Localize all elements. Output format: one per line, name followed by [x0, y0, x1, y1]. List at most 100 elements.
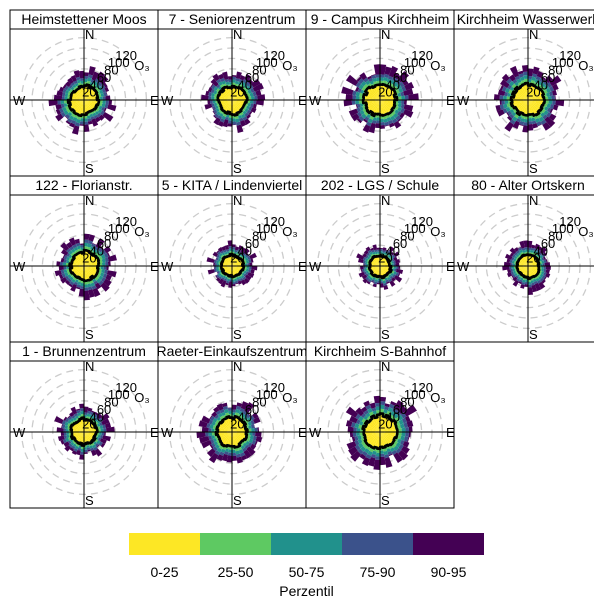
- percentile-sector: [545, 259, 548, 263]
- percentile-sector: [245, 440, 250, 446]
- percentile-sector: [70, 119, 77, 125]
- ring-label: 120: [115, 380, 137, 395]
- percentile-sector: [365, 246, 371, 252]
- percentile-sector: [66, 434, 70, 439]
- percentile-sector: [365, 432, 380, 440]
- ring-label: 80: [400, 229, 414, 244]
- direction-label: N: [529, 27, 538, 42]
- percentile-sector: [531, 282, 535, 286]
- percentile-sector: [236, 251, 240, 255]
- percentile-sector: [241, 81, 246, 87]
- percentile-sector: [372, 251, 376, 255]
- percentile-sector: [68, 237, 77, 246]
- percentile-sector: [254, 440, 258, 446]
- panel: 80 - Alter Ortskern20406080100120O₃NESW: [453, 175, 594, 343]
- percentile-sector: [507, 115, 513, 121]
- percentile-sector: [244, 402, 255, 414]
- percentile-sector: [217, 258, 221, 262]
- percentile-sector: [216, 254, 220, 259]
- percentile-sector: [217, 85, 222, 90]
- ring-label: 20: [526, 85, 540, 100]
- percentile-sector: [507, 92, 511, 97]
- percentile-sector: [79, 419, 84, 432]
- percentile-sector: [84, 266, 97, 273]
- percentile-sector: [369, 402, 376, 409]
- percentile-sector: [546, 92, 551, 97]
- percentile-sector: [244, 253, 249, 258]
- percentile-sector: [84, 100, 87, 114]
- percentile-sector: [382, 247, 387, 252]
- percentile-sector: [528, 256, 534, 266]
- percentile-sector: [525, 100, 528, 115]
- percentile-sector: [221, 411, 226, 417]
- percentile-sector: [106, 91, 108, 96]
- percentile-sector: [74, 82, 79, 87]
- percentile-sector: [93, 81, 99, 86]
- percentile-sector: [92, 444, 97, 449]
- percentile-sector: [511, 257, 515, 261]
- percentile-sector: [541, 260, 545, 264]
- percentile-sector: [232, 432, 240, 446]
- percentile-sector: [232, 432, 242, 442]
- percentile-sector: [239, 120, 247, 127]
- percentile-sector: [243, 273, 247, 277]
- percentile-sector: [81, 87, 84, 100]
- percentile-sector: [89, 113, 94, 118]
- percentile-sector: [65, 81, 72, 88]
- percentile-sector: [387, 276, 391, 281]
- ring-label: 40: [89, 243, 103, 258]
- percentile-sector: [404, 415, 411, 423]
- percentile-sector: [67, 111, 73, 117]
- percentile-sector: [100, 442, 106, 448]
- percentile-sector: [216, 416, 221, 421]
- percentile-sector: [100, 266, 104, 270]
- percentile-sector: [251, 78, 261, 88]
- percentile-sector: [536, 70, 544, 78]
- ring-label: 120: [263, 380, 285, 395]
- percentile-sector: [84, 266, 98, 271]
- percentile-sector: [390, 251, 395, 256]
- percentile-sector: [390, 401, 397, 406]
- percentile-sector: [384, 124, 390, 127]
- percentile-sector: [355, 81, 361, 88]
- percentile-sector: [507, 84, 512, 90]
- percentile-sector: [397, 414, 404, 421]
- percentile-sector: [227, 452, 232, 456]
- percentile-sector: [211, 103, 215, 108]
- percentile-sector: [102, 112, 114, 122]
- percentile-sector: [57, 100, 61, 105]
- percentile-sector: [237, 81, 242, 86]
- percentile-sector: [380, 100, 393, 109]
- percentile-sector: [517, 100, 528, 114]
- percentile-sector: [232, 87, 235, 100]
- percentile-sector: [390, 115, 396, 121]
- percentile-sector: [380, 85, 386, 100]
- percentile-sector: [518, 124, 524, 127]
- percentile-sector: [542, 79, 549, 86]
- percentile-sector: [235, 78, 240, 82]
- percentile-sector: [528, 78, 532, 83]
- percentile-sector: [222, 119, 229, 128]
- percentile-sector: [81, 254, 84, 266]
- panel-title: 5 - KITA / Lindenviertel: [162, 177, 303, 193]
- percentile-sector: [75, 91, 84, 100]
- percentile-sector: [240, 445, 246, 450]
- percentile-sector: [365, 121, 372, 127]
- percentile-sector: [380, 266, 391, 272]
- percentile-sector: [403, 100, 407, 105]
- percentile-sector: [232, 95, 246, 100]
- percentile-sector: [213, 114, 218, 119]
- percentile-sector: [369, 421, 380, 432]
- legend-label: 25-50: [218, 564, 254, 580]
- percentile-sector: [549, 104, 555, 110]
- percentile-sector: [99, 425, 104, 430]
- percentile-sector: [103, 91, 108, 97]
- percentile-sector: [77, 253, 84, 266]
- percentile-sector: [499, 100, 502, 105]
- percentile-sector: [227, 256, 232, 266]
- percentile-sector: [356, 253, 365, 260]
- percentile-sector: [537, 246, 543, 251]
- percentile-sector: [99, 432, 102, 436]
- percentile-sector: [252, 432, 256, 437]
- percentile-sector: [365, 80, 371, 86]
